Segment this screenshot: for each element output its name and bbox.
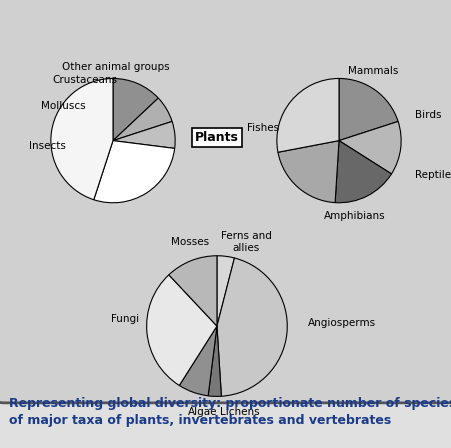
Wedge shape [216,258,287,396]
Text: Amphibians: Amphibians [323,211,385,221]
Wedge shape [334,141,391,203]
Text: Lichens: Lichens [219,407,259,417]
Text: Mosses: Mosses [171,237,209,247]
Text: Ferns and
allies: Ferns and allies [221,231,272,253]
Wedge shape [179,326,216,396]
Wedge shape [169,256,216,326]
Wedge shape [208,326,221,396]
Text: Mammals: Mammals [347,66,397,76]
Text: Fungi: Fungi [111,314,139,324]
Wedge shape [338,78,397,141]
Wedge shape [338,121,400,174]
Wedge shape [113,78,158,141]
FancyBboxPatch shape [0,0,451,403]
Text: Plants: Plants [194,131,239,144]
Text: Crustaceans: Crustaceans [52,75,117,85]
Wedge shape [146,275,216,385]
Wedge shape [277,141,338,202]
Wedge shape [216,256,234,326]
Text: Algae: Algae [188,407,217,417]
Wedge shape [94,141,174,203]
Wedge shape [51,78,113,200]
Text: Other animal groups: Other animal groups [62,62,170,72]
Text: Reptiles: Reptiles [414,170,451,180]
Text: Molluscs: Molluscs [41,101,85,112]
Text: Birds: Birds [414,109,440,120]
Text: Insects: Insects [29,141,66,151]
Wedge shape [113,98,172,141]
Wedge shape [276,78,338,152]
Text: Fishes: Fishes [247,123,279,133]
Text: Representing global diversity: proportionate number of species
of major taxa of : Representing global diversity: proportio… [9,396,451,426]
Wedge shape [113,121,175,148]
Text: Angiosperms: Angiosperms [308,318,376,327]
